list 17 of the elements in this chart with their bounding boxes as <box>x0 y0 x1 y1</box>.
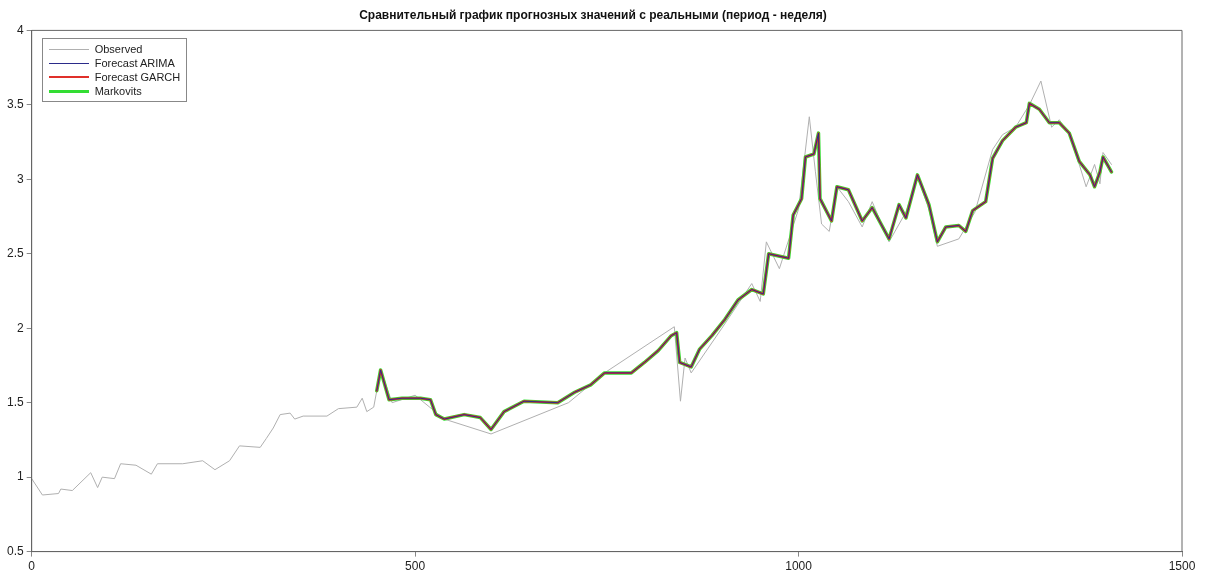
y-tick-label: 1.5 <box>6 395 24 409</box>
x-tick-label: 1500 <box>1168 559 1196 574</box>
legend-label: Markovits <box>94 84 142 99</box>
y-tick-label: 3 <box>16 171 24 186</box>
y-tick-label: 2.5 <box>6 246 24 261</box>
y-tick-label: 4 <box>16 22 24 37</box>
x-tick-label: 0 <box>28 559 36 574</box>
y-tick-label: 2 <box>16 320 24 335</box>
chart-title: Сравнительный график прогнозных значений с реальными (период - неделя) <box>359 7 827 22</box>
y-tick-label: 0.5 <box>6 543 24 558</box>
x-tick-label: 500 <box>405 559 426 574</box>
y-tick-label: 3.5 <box>6 97 24 112</box>
legend-label: Forecast ARIMA <box>94 56 175 71</box>
legend-label: Observed <box>94 42 143 57</box>
x-tick-label: 1000 <box>785 559 813 574</box>
y-tick-label: 1 <box>16 469 24 484</box>
legend-label: Forecast GARCH <box>94 70 181 85</box>
